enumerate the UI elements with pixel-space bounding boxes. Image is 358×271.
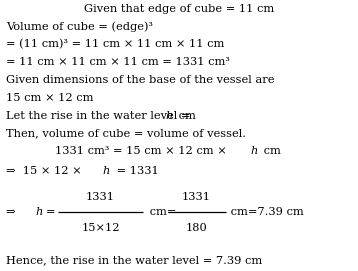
Text: h: h — [251, 146, 258, 156]
Text: cm: cm — [175, 111, 196, 121]
Text: h: h — [35, 207, 43, 217]
Text: Let the rise in the water level =: Let the rise in the water level = — [6, 111, 194, 121]
Text: 1331: 1331 — [86, 192, 115, 202]
Text: Then, volume of cube = volume of vessel.: Then, volume of cube = volume of vessel. — [6, 128, 246, 138]
Text: h: h — [165, 111, 173, 121]
Text: 1331: 1331 — [182, 192, 211, 202]
Text: =: = — [46, 207, 55, 217]
Text: 180: 180 — [186, 223, 207, 233]
Text: Given that edge of cube = 11 cm: Given that edge of cube = 11 cm — [84, 4, 274, 14]
Text: h: h — [102, 166, 110, 176]
Text: = 1331: = 1331 — [113, 166, 159, 176]
Text: Given dimensions of the base of the vessel are: Given dimensions of the base of the vess… — [6, 75, 275, 85]
Text: Hence, the rise in the water level = 7.39 cm: Hence, the rise in the water level = 7.3… — [6, 255, 263, 265]
Text: cm=7.39 cm: cm=7.39 cm — [227, 207, 304, 217]
Text: ⇒  15 × 12 ×: ⇒ 15 × 12 × — [6, 166, 86, 176]
Text: 15 cm × 12 cm: 15 cm × 12 cm — [6, 93, 94, 103]
Text: ⇒: ⇒ — [6, 207, 23, 217]
Text: cm=: cm= — [146, 207, 176, 217]
Text: = 11 cm × 11 cm × 11 cm = 1331 cm³: = 11 cm × 11 cm × 11 cm = 1331 cm³ — [6, 57, 230, 67]
Text: Volume of cube = (edge)³: Volume of cube = (edge)³ — [6, 22, 154, 32]
Text: 15×12: 15×12 — [81, 223, 120, 233]
Text: cm: cm — [260, 146, 280, 156]
Text: = (11 cm)³ = 11 cm × 11 cm × 11 cm: = (11 cm)³ = 11 cm × 11 cm × 11 cm — [6, 39, 225, 50]
Text: 1331 cm³ = 15 cm × 12 cm ×: 1331 cm³ = 15 cm × 12 cm × — [55, 146, 231, 156]
